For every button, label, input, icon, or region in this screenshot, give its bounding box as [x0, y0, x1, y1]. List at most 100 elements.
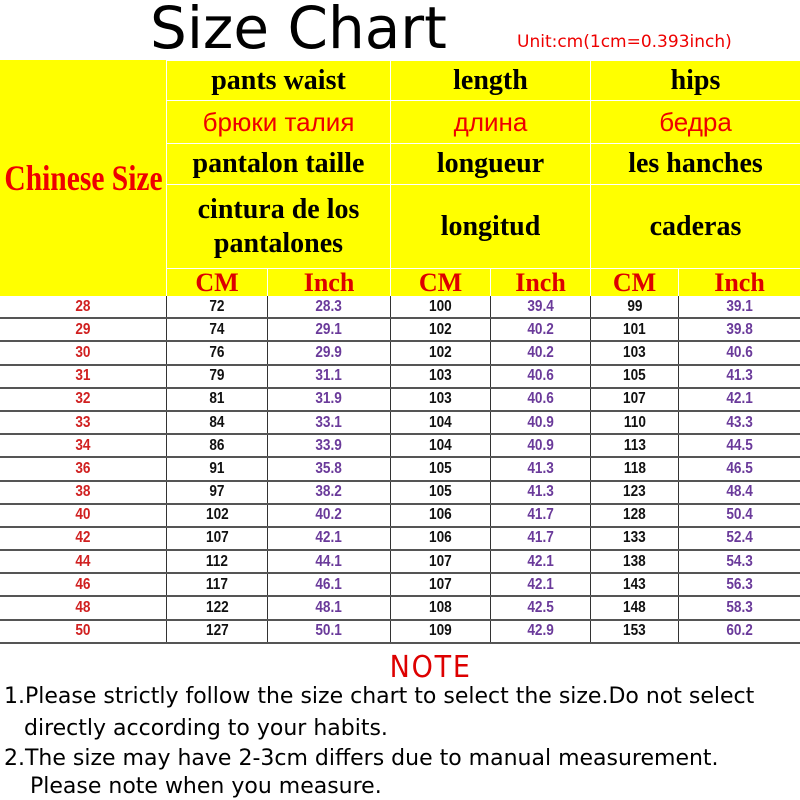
table-cell: 86: [166, 435, 267, 457]
cell-value: 105: [429, 459, 452, 477]
cell-value: 31.1: [315, 367, 343, 385]
header-length-english: length: [390, 60, 590, 100]
cell-value: 41.3: [726, 367, 753, 385]
cell-value: 40.2: [527, 320, 554, 338]
table-cell: 42.1: [490, 574, 590, 596]
cell-value: 107: [623, 390, 646, 408]
cell-value: 34: [75, 436, 91, 454]
table-cell: 31.9: [267, 388, 390, 410]
header-pants-waist-english: pants waist: [166, 60, 390, 100]
cell-value: 91: [209, 459, 225, 477]
cell-value: 29.9: [315, 343, 343, 361]
header-length-french: longueur: [390, 143, 590, 184]
header-length-russian: длина: [390, 100, 590, 143]
header-pants-waist-french: pantalon taille: [166, 143, 390, 184]
cell-value: 38.2: [315, 483, 343, 501]
table-row: 31 79 31.1 103 40.6 105 41.3: [0, 365, 800, 389]
table-cell: 79: [166, 365, 267, 387]
cell-value: 138: [623, 552, 646, 570]
table-cell: 40.2: [490, 342, 590, 364]
cell-value: 44.1: [315, 552, 343, 570]
table-cell: 31: [0, 366, 166, 387]
table-row: 32 81 31.9 103 40.6 107 42.1: [0, 388, 800, 412]
cell-value: 42.1: [726, 390, 753, 408]
cell-value: 102: [429, 320, 452, 338]
table-cell: 106: [390, 504, 490, 526]
table-cell: 34: [0, 435, 166, 456]
table-row: 38 97 38.2 105 41.3 123 48.4: [0, 481, 800, 505]
cell-value: 76: [209, 343, 225, 361]
table-cell: 28.3: [267, 296, 390, 318]
table-cell: 107: [390, 574, 490, 596]
table-cell: 50.4: [678, 504, 800, 526]
note-line-1: 1.Please strictly follow the size chart …: [4, 684, 755, 709]
cell-value: 39.1: [726, 297, 753, 315]
table-cell: 33.9: [267, 435, 390, 457]
table-cell: 43.3: [678, 411, 800, 434]
cell-value: 100: [429, 297, 452, 315]
table-cell: 41.3: [678, 365, 800, 387]
cell-value: 40.6: [726, 343, 753, 361]
cell-value: 101: [623, 320, 646, 338]
table-cell: 153: [590, 620, 678, 642]
table-cell: 118: [590, 458, 678, 480]
table-cell: 32: [0, 389, 166, 410]
table-cell: 39.1: [678, 296, 800, 318]
table-cell: 122: [166, 597, 267, 619]
cell-value: 42.9: [527, 622, 554, 640]
page-title: Size Chart: [150, 0, 447, 62]
table-cell: 128: [590, 504, 678, 526]
table-cell: 50: [0, 621, 166, 642]
cell-value: 107: [205, 529, 229, 547]
table-cell: 46: [0, 574, 166, 595]
cell-value: 103: [429, 367, 452, 385]
table-cell: 40: [0, 505, 166, 526]
cell-value: 105: [429, 483, 452, 501]
table-cell: 110: [590, 411, 678, 434]
table-cell: 76: [166, 342, 267, 364]
cell-value: 46: [75, 575, 91, 593]
cell-value: 107: [429, 552, 452, 570]
cell-value: 118: [623, 459, 646, 477]
table-cell: 127: [166, 620, 267, 642]
table-cell: 133: [590, 527, 678, 550]
cell-value: 29.1: [315, 320, 343, 338]
cell-value: 123: [623, 483, 646, 501]
table-body: 28 72 28.3 100 39.4 99 39.1 29 74 29.1 102 40.2 101 3…: [0, 296, 800, 644]
table-cell: 29.1: [267, 319, 390, 341]
cell-value: 33.9: [315, 436, 343, 454]
table-cell: 143: [590, 574, 678, 596]
cell-value: 109: [429, 622, 452, 640]
table-cell: 72: [166, 296, 267, 318]
table-cell: 148: [590, 597, 678, 619]
cell-value: 105: [623, 367, 646, 385]
cell-value: 28.3: [315, 297, 343, 315]
cell-value: 48: [75, 599, 91, 617]
table-cell: 48.1: [267, 597, 390, 619]
header-pants-waist-cm: CM: [166, 268, 267, 297]
table-cell: 106: [390, 527, 490, 550]
table-cell: 100: [390, 296, 490, 318]
table-cell: 44.1: [267, 551, 390, 573]
cell-value: 133: [623, 529, 646, 547]
table-row: 40 102 40.2 106 41.7 128 50.4: [0, 504, 800, 528]
table-row: 44 112 44.1 107 42.1 138 54.3: [0, 551, 800, 575]
cell-value: 40.6: [527, 367, 554, 385]
table-cell: 40.2: [490, 319, 590, 341]
cell-value: 40.2: [315, 506, 343, 524]
table-cell: 35.8: [267, 458, 390, 480]
cell-value: 31: [75, 367, 91, 385]
table-cell: 60.2: [678, 620, 800, 642]
unit-note: Unit:cm(1cm=0.393inch): [517, 32, 732, 52]
table-cell: 52.4: [678, 527, 800, 550]
cell-value: 148: [623, 599, 646, 617]
cell-value: 102: [429, 343, 452, 361]
cell-value: 79: [209, 367, 225, 385]
note-heading: NOTE: [389, 650, 472, 685]
cell-value: 74: [209, 320, 225, 338]
note-line-3: 2.The size may have 2-3cm differs due to…: [4, 746, 719, 771]
header-length-inch: Inch: [490, 268, 590, 297]
header-hips-spanish: caderas: [590, 184, 800, 268]
table-row: 36 91 35.8 105 41.3 118 46.5: [0, 458, 800, 482]
table-cell: 38: [0, 482, 166, 503]
